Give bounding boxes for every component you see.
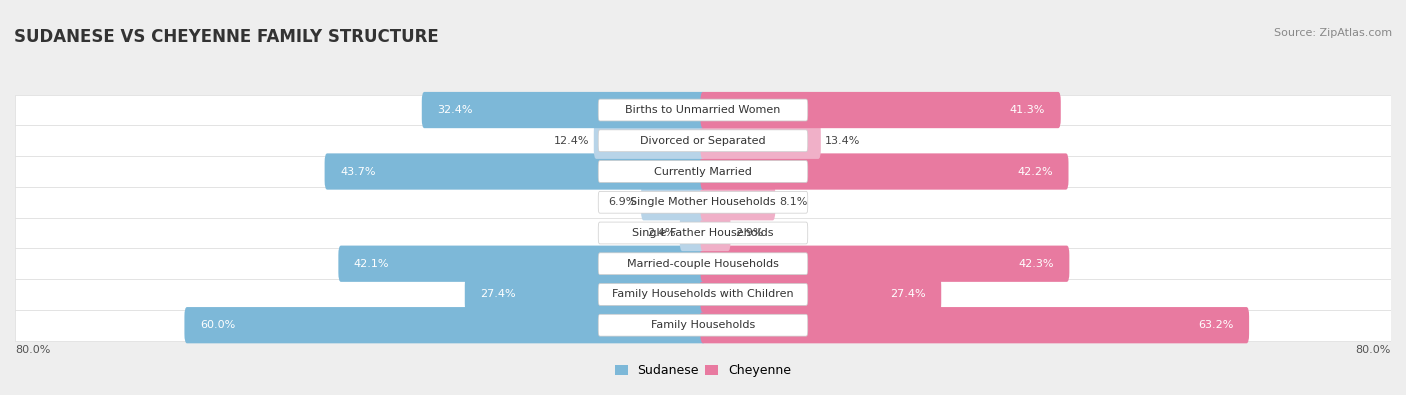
Text: 2.4%: 2.4% (647, 228, 675, 238)
Text: Births to Unmarried Women: Births to Unmarried Women (626, 105, 780, 115)
FancyBboxPatch shape (598, 99, 808, 121)
Text: 32.4%: 32.4% (437, 105, 472, 115)
Text: 80.0%: 80.0% (15, 345, 51, 355)
FancyBboxPatch shape (598, 161, 808, 182)
FancyBboxPatch shape (598, 253, 808, 275)
Text: 41.3%: 41.3% (1010, 105, 1045, 115)
Text: Family Households with Children: Family Households with Children (612, 290, 794, 299)
FancyBboxPatch shape (598, 314, 808, 336)
Bar (15, 279, 1391, 310)
Bar (15, 310, 1391, 340)
FancyBboxPatch shape (641, 184, 706, 220)
Text: 8.1%: 8.1% (779, 197, 808, 207)
Text: 2.9%: 2.9% (735, 228, 763, 238)
Text: 43.7%: 43.7% (340, 167, 375, 177)
Text: 42.1%: 42.1% (354, 259, 389, 269)
FancyBboxPatch shape (700, 92, 1060, 128)
Text: Single Mother Households: Single Mother Households (630, 197, 776, 207)
Text: 27.4%: 27.4% (890, 290, 925, 299)
FancyBboxPatch shape (700, 276, 941, 312)
FancyBboxPatch shape (700, 246, 1070, 282)
FancyBboxPatch shape (598, 191, 808, 213)
FancyBboxPatch shape (422, 92, 706, 128)
Text: 12.4%: 12.4% (554, 136, 589, 146)
Legend: Sudanese, Cheyenne: Sudanese, Cheyenne (616, 365, 790, 377)
FancyBboxPatch shape (593, 122, 706, 159)
Bar (15, 248, 1391, 279)
FancyBboxPatch shape (339, 246, 706, 282)
FancyBboxPatch shape (325, 153, 706, 190)
FancyBboxPatch shape (700, 184, 775, 220)
Text: Currently Married: Currently Married (654, 167, 752, 177)
Text: Family Households: Family Households (651, 320, 755, 330)
Bar (15, 218, 1391, 248)
Text: 42.2%: 42.2% (1018, 167, 1053, 177)
FancyBboxPatch shape (598, 284, 808, 305)
Text: SUDANESE VS CHEYENNE FAMILY STRUCTURE: SUDANESE VS CHEYENNE FAMILY STRUCTURE (14, 28, 439, 46)
FancyBboxPatch shape (465, 276, 706, 312)
Bar (15, 187, 1391, 218)
Bar (15, 95, 1391, 125)
FancyBboxPatch shape (184, 307, 706, 343)
FancyBboxPatch shape (700, 215, 731, 251)
Text: 80.0%: 80.0% (1355, 345, 1391, 355)
Text: 42.3%: 42.3% (1018, 259, 1054, 269)
Text: Married-couple Households: Married-couple Households (627, 259, 779, 269)
Text: 6.9%: 6.9% (609, 197, 637, 207)
FancyBboxPatch shape (700, 122, 821, 159)
Text: 63.2%: 63.2% (1198, 320, 1233, 330)
FancyBboxPatch shape (679, 215, 706, 251)
Text: 27.4%: 27.4% (481, 290, 516, 299)
FancyBboxPatch shape (700, 307, 1249, 343)
Bar (15, 125, 1391, 156)
Text: 60.0%: 60.0% (200, 320, 235, 330)
Text: 13.4%: 13.4% (825, 136, 860, 146)
Text: Single Father Households: Single Father Households (633, 228, 773, 238)
FancyBboxPatch shape (598, 130, 808, 152)
FancyBboxPatch shape (598, 222, 808, 244)
Bar (15, 156, 1391, 187)
FancyBboxPatch shape (700, 153, 1069, 190)
Text: Source: ZipAtlas.com: Source: ZipAtlas.com (1274, 28, 1392, 38)
Text: Divorced or Separated: Divorced or Separated (640, 136, 766, 146)
